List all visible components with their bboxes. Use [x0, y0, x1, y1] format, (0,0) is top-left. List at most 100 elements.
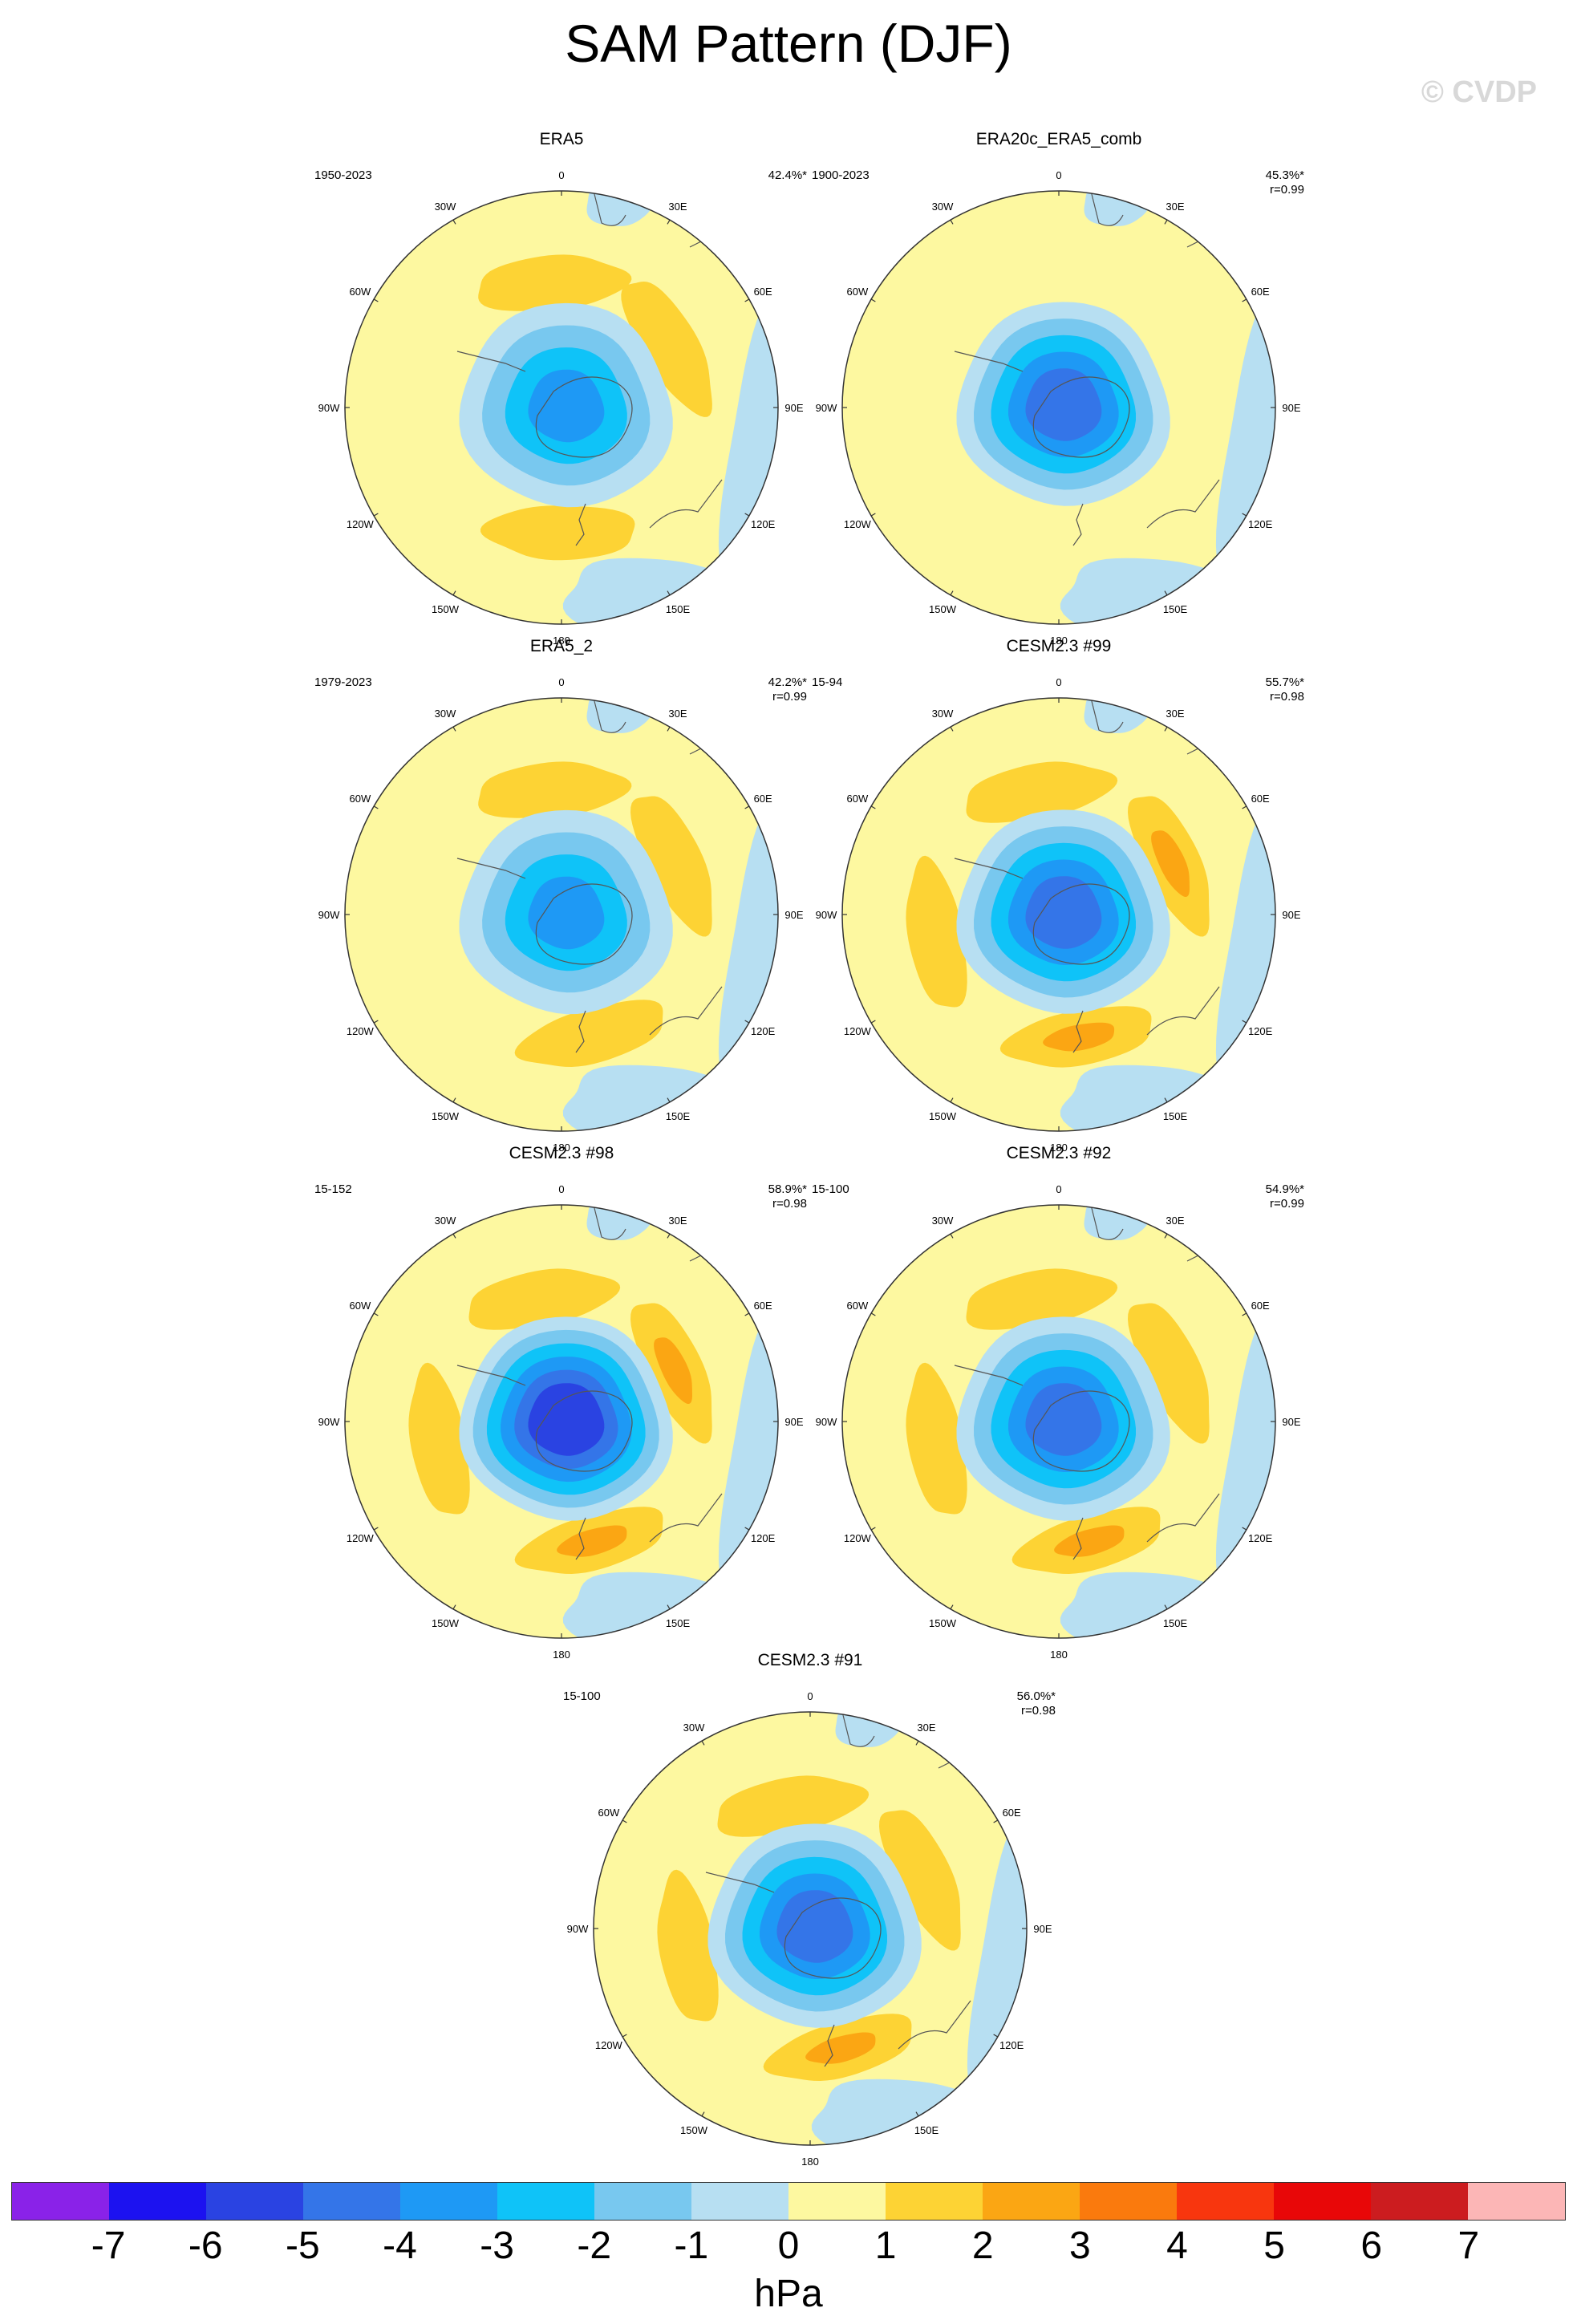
panel-stats: 42.4%*: [768, 168, 807, 183]
positive-lobe: [1128, 1303, 1210, 1444]
colorbar-labels: -7 -6 -5 -4 -3 -2 -1 0 1 2 3 4 5 6 7: [11, 2224, 1566, 2272]
colorbar-units: hPa: [754, 2273, 823, 2315]
colorbar-swatch: [983, 2183, 1080, 2220]
colorbar-label: -2: [577, 2225, 612, 2267]
colorbar-swatch: [691, 2183, 788, 2220]
percent-variance: 56.0%*: [1016, 1689, 1056, 1703]
lon-label: 30E: [1166, 1215, 1184, 1227]
lon-label: 30E: [668, 201, 687, 213]
lon-tick: [744, 1020, 750, 1024]
lon-label: 120W: [347, 518, 375, 530]
panel-period: 15-100: [812, 1182, 849, 1196]
lon-tick: [622, 1819, 627, 1823]
colorbar-swatch: [1468, 2183, 1565, 2220]
coastline: [954, 351, 1024, 372]
coastline: [456, 1365, 526, 1386]
panel-period: 1950-2023: [314, 168, 372, 182]
lon-label: 60W: [349, 286, 371, 298]
colorbar-swatch: [886, 2183, 983, 2220]
lon-label: 180: [1050, 1142, 1068, 1154]
lon-tick: [1164, 726, 1168, 732]
coastline: [954, 858, 1024, 879]
lon-tick: [373, 1312, 379, 1316]
lon-label: 150E: [1163, 603, 1188, 615]
coastline: [649, 986, 723, 1036]
lon-tick: [870, 1020, 876, 1024]
lon-label: 90E: [784, 1416, 803, 1428]
percent-variance: 42.4%*: [768, 168, 807, 182]
positive-lobe-core: [1151, 830, 1190, 897]
panel-title: ERA5: [539, 130, 584, 148]
lon-label: 90E: [784, 402, 803, 414]
panel-period: 15-152: [314, 1182, 352, 1196]
lon-label: 60W: [598, 1807, 619, 1819]
coastline: [1146, 1493, 1220, 1543]
colorbar-label: -6: [188, 2225, 223, 2267]
colorbar-swatch: [1274, 2183, 1371, 2220]
lon-label: 180: [553, 635, 570, 647]
cvdp-credit: © CVDP: [1421, 75, 1537, 109]
positive-lobe-core: [1054, 1525, 1125, 1557]
colorbar-label: 4: [1166, 2225, 1188, 2267]
coastline: [649, 479, 723, 529]
colorbar-label: 5: [1263, 2225, 1285, 2267]
lon-label: 120E: [1248, 1532, 1273, 1544]
panel-stats: 42.2%* r=0.99: [768, 675, 807, 704]
lon-label: 150E: [1163, 1110, 1188, 1122]
positive-lobe: [630, 796, 712, 937]
lon-label: 60E: [754, 1300, 772, 1312]
percent-variance: 54.9%*: [1265, 1182, 1304, 1196]
lon-label: 150E: [914, 2124, 939, 2136]
colorbar-label: -3: [480, 2225, 514, 2267]
lon-tick: [373, 805, 379, 809]
lon-tick: [950, 219, 954, 225]
lon-label: 30E: [1166, 201, 1184, 213]
coastline: [575, 503, 586, 546]
polar-map: 0 30E 60E 90E 120E 150E 180 150W 120W 90W 60W 30W: [318, 1183, 804, 1661]
colorbar-swatch: [1080, 2183, 1177, 2220]
lon-tick: [870, 1527, 876, 1531]
lon-label: 120E: [1248, 1025, 1273, 1037]
positive-lobe: [657, 1869, 719, 2022]
lon-label: 30W: [932, 1215, 954, 1227]
lon-tick: [667, 219, 671, 225]
coastline: [841, 1712, 875, 1747]
lon-label: 30E: [668, 1215, 687, 1227]
positive-lobe: [514, 1000, 663, 1067]
lon-tick: [667, 1097, 671, 1103]
positive-lobe: [966, 761, 1118, 823]
lon-tick: [915, 2111, 919, 2117]
coastline: [535, 376, 633, 458]
pattern-correlation: r=0.99: [772, 690, 807, 704]
lon-label: 0: [558, 676, 564, 688]
coastline: [535, 883, 633, 965]
coastline: [1072, 503, 1084, 546]
lon-label: 30W: [435, 201, 456, 213]
lon-label: 60E: [1251, 1300, 1270, 1312]
lon-label: 30W: [435, 708, 456, 720]
panel-period: 1979-2023: [314, 675, 372, 689]
lon-label: 90W: [318, 402, 340, 414]
colorbar-label: -4: [383, 2225, 417, 2267]
lon-tick: [915, 1740, 919, 1746]
lon-label: 180: [1050, 1649, 1068, 1661]
colorbar-swatch: [497, 2183, 594, 2220]
polar-map: 0 30E 60E 90E 120E 150E 180 150W 120W 90W 60W 30W: [816, 676, 1301, 1154]
positive-lobe: [408, 1362, 470, 1515]
lon-label: 120E: [751, 1532, 776, 1544]
lon-tick: [993, 2034, 999, 2038]
lon-label: 0: [558, 169, 564, 181]
colorbar-swatch: [303, 2183, 400, 2220]
coastline: [1146, 986, 1220, 1036]
lon-tick: [950, 1233, 954, 1239]
colorbar-swatch: [109, 2183, 206, 2220]
figure-title: SAM Pattern (DJF): [565, 14, 1012, 73]
percent-variance: 55.7%*: [1265, 675, 1304, 689]
negative-region: [1084, 191, 1149, 226]
lon-label: 60W: [349, 1300, 371, 1312]
colorbar-label: 0: [777, 2225, 800, 2267]
colorbar-swatch: [1371, 2183, 1468, 2220]
lon-tick: [1242, 298, 1247, 302]
colorbar-label: 7: [1457, 2225, 1480, 2267]
lon-label: 30E: [917, 1722, 935, 1734]
